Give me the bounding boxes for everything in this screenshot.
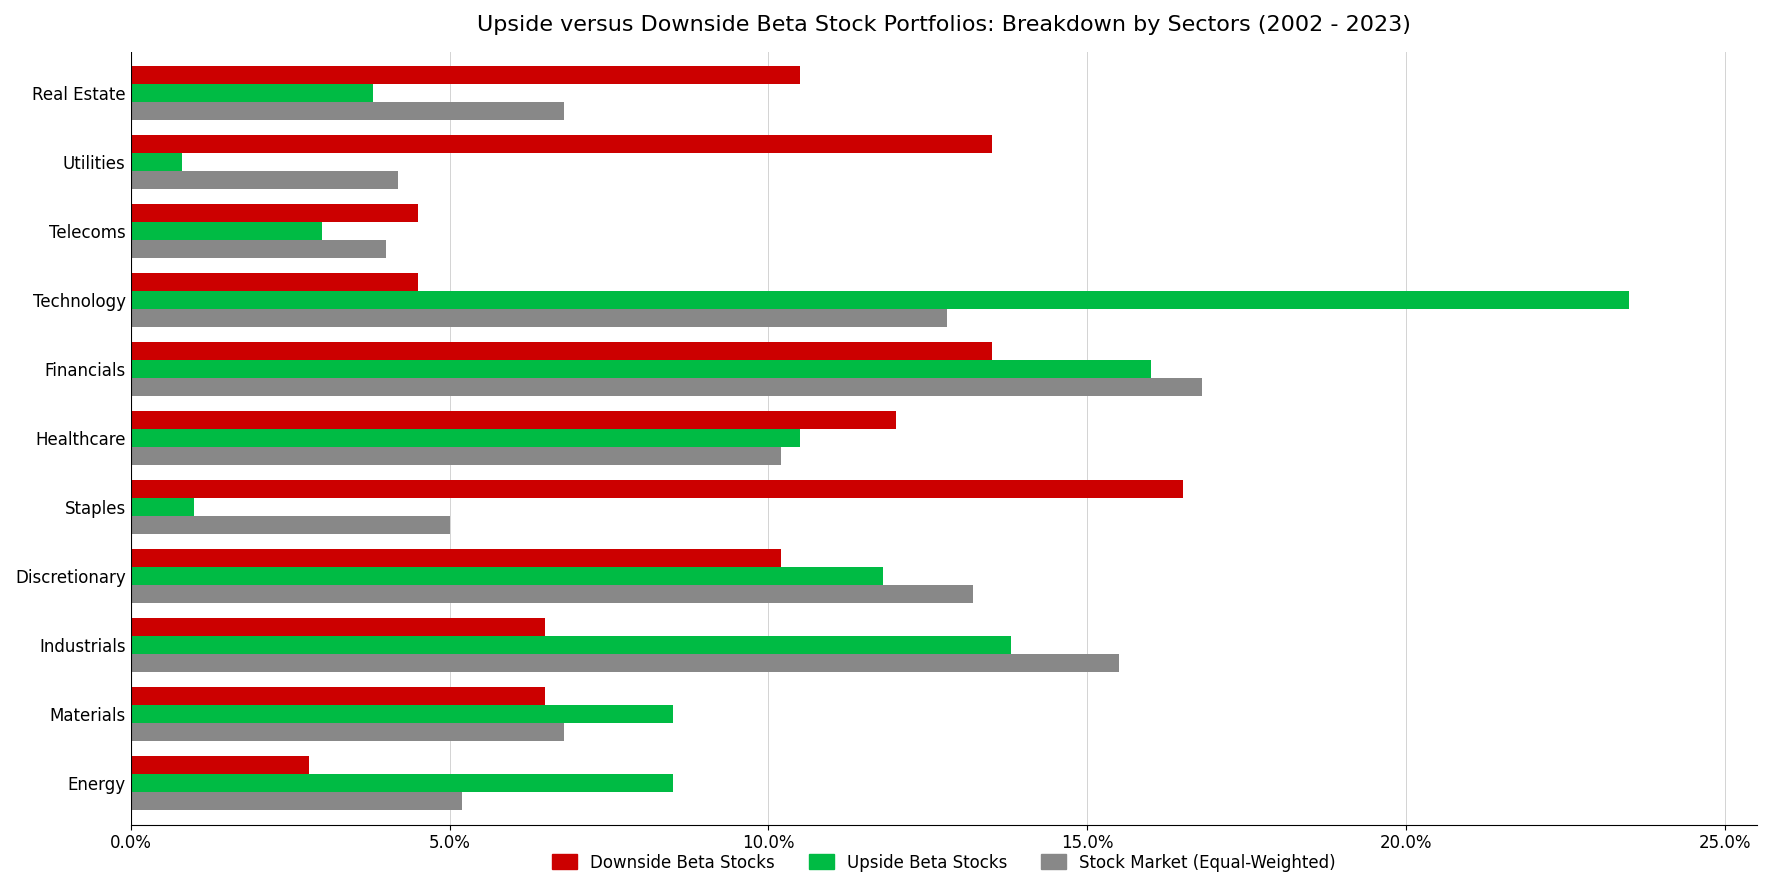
Bar [131, 654, 1120, 672]
Bar [131, 274, 418, 291]
Bar [131, 480, 1184, 498]
Bar [131, 549, 781, 567]
Bar [131, 309, 946, 327]
Bar [131, 153, 183, 171]
Title: Upside versus Downside Beta Stock Portfolios: Breakdown by Sectors (2002 - 2023): Upside versus Downside Beta Stock Portfo… [477, 15, 1411, 35]
Bar [131, 586, 973, 603]
Bar [131, 411, 897, 430]
Bar [131, 342, 992, 361]
Bar [131, 567, 882, 586]
Bar [131, 291, 1630, 309]
Bar [131, 618, 546, 636]
Bar [131, 636, 1010, 654]
Bar [131, 498, 195, 517]
Bar [131, 757, 308, 774]
Bar [131, 171, 399, 190]
Bar [131, 84, 372, 102]
Bar [131, 430, 801, 447]
Bar [131, 222, 323, 240]
Bar [131, 792, 462, 811]
Bar [131, 205, 418, 222]
Bar [131, 378, 1201, 396]
Bar [131, 361, 1152, 378]
Bar [131, 66, 801, 84]
Bar [131, 517, 450, 534]
Legend: Downside Beta Stocks, Upside Beta Stocks, Stock Market (Equal-Weighted): Downside Beta Stocks, Upside Beta Stocks… [546, 847, 1341, 878]
Bar [131, 447, 781, 465]
Bar [131, 774, 673, 792]
Bar [131, 688, 546, 705]
Bar [131, 136, 992, 153]
Bar [131, 240, 386, 258]
Bar [131, 705, 673, 723]
Bar [131, 723, 563, 742]
Bar [131, 102, 563, 120]
